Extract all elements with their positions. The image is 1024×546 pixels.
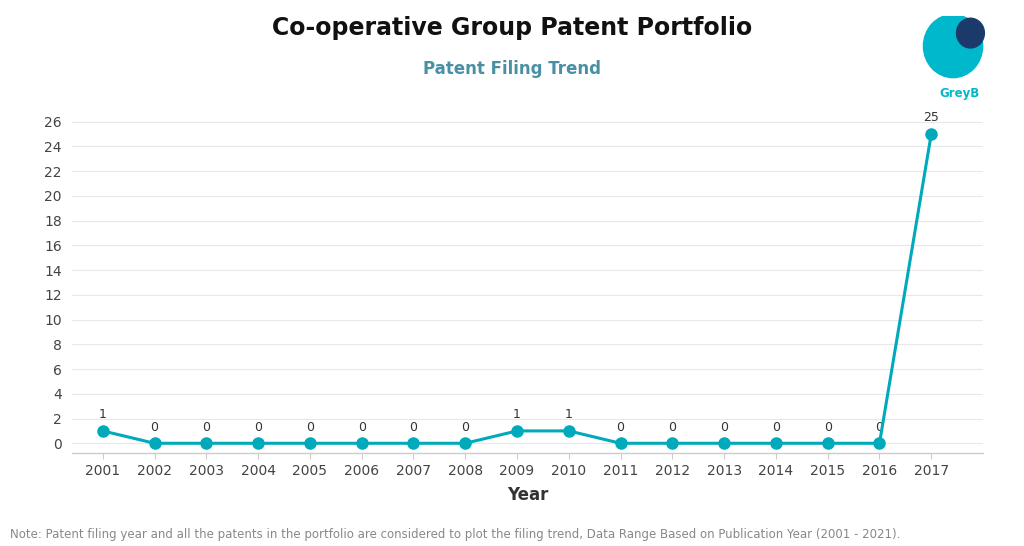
Text: 0: 0	[151, 420, 159, 434]
Text: 0: 0	[254, 420, 262, 434]
Text: Co-operative Group Patent Portfolio: Co-operative Group Patent Portfolio	[272, 16, 752, 40]
Text: 0: 0	[772, 420, 780, 434]
Text: Note: Patent filing year and all the patents in the portfolio are considered to : Note: Patent filing year and all the pat…	[10, 527, 901, 541]
Text: 1: 1	[513, 408, 521, 421]
Text: 0: 0	[720, 420, 728, 434]
Text: Patent Filing Trend: Patent Filing Trend	[423, 60, 601, 78]
Text: 1: 1	[565, 408, 572, 421]
Circle shape	[924, 15, 983, 78]
Text: 0: 0	[410, 420, 418, 434]
Text: 25: 25	[924, 111, 939, 124]
Text: 0: 0	[669, 420, 676, 434]
Text: GreyB: GreyB	[940, 87, 980, 100]
X-axis label: Year: Year	[507, 486, 548, 504]
Circle shape	[956, 18, 984, 48]
Text: 0: 0	[616, 420, 625, 434]
Text: 0: 0	[357, 420, 366, 434]
Text: 0: 0	[306, 420, 314, 434]
Text: 0: 0	[876, 420, 884, 434]
Text: 1: 1	[98, 408, 106, 421]
Text: 0: 0	[203, 420, 210, 434]
Text: 0: 0	[823, 420, 831, 434]
Text: 0: 0	[461, 420, 469, 434]
